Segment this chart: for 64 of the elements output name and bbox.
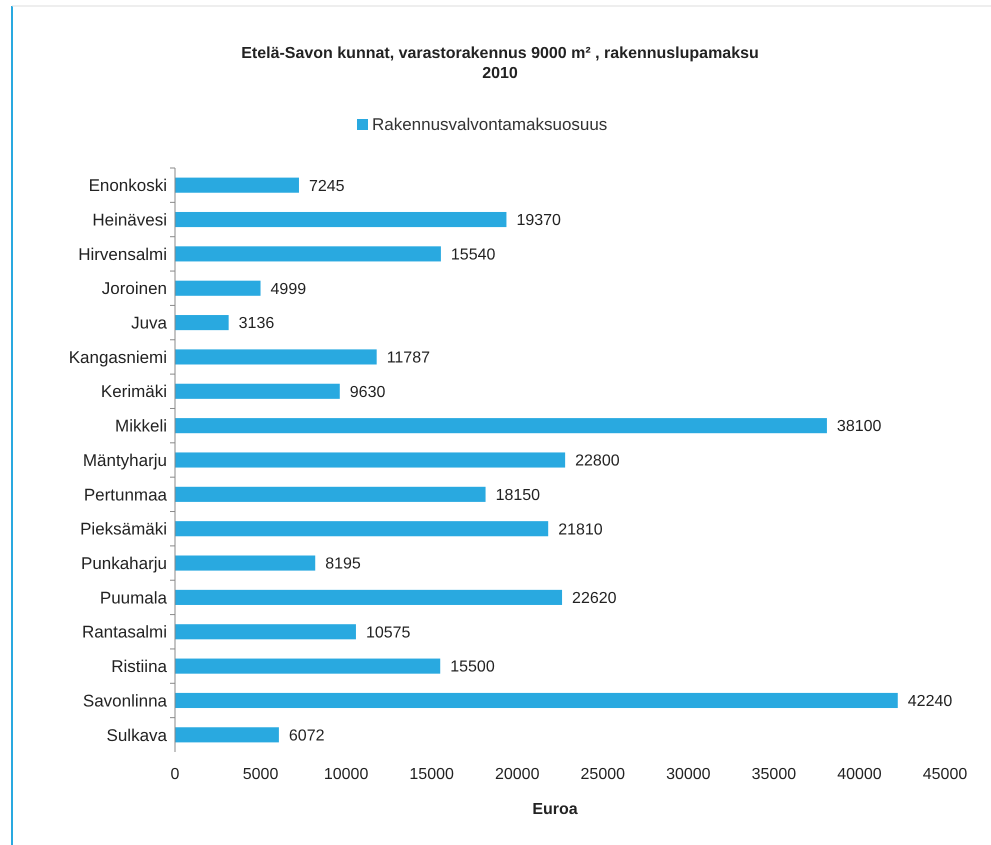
bar [175, 590, 562, 605]
x-tick-label: 40000 [837, 766, 882, 783]
data-label: 38100 [836, 418, 882, 436]
bar [175, 452, 566, 468]
data-label: 11787 [386, 350, 430, 367]
y-tick-label: Kangasniemi [68, 348, 167, 367]
y-tick-label: Savonlinna [82, 691, 168, 710]
x-tick-label: 30000 [666, 766, 711, 783]
bar [175, 178, 299, 193]
y-tick-label: Mäntyharju [82, 450, 167, 470]
data-label: 9630 [350, 384, 386, 401]
data-label: 10575 [366, 624, 411, 642]
y-tick-label: Sulkava [106, 726, 168, 745]
y-tick-label: Mikkeli [115, 416, 167, 436]
bar [175, 556, 316, 571]
data-label: 19370 [516, 212, 562, 230]
x-tick-label: 35000 [752, 766, 796, 783]
data-label: 8195 [325, 556, 361, 573]
bar [175, 315, 229, 330]
x-tick-label: 10000 [324, 766, 368, 783]
x-tick-label: 20000 [494, 766, 540, 783]
data-label: 22800 [575, 452, 620, 470]
bar [175, 521, 548, 536]
data-label: 18150 [496, 486, 540, 504]
bar [175, 212, 506, 228]
y-tick-label: Ristiina [111, 657, 168, 676]
x-tick-label: 15000 [409, 766, 454, 783]
data-label: 15540 [450, 246, 496, 264]
data-label: 7245 [308, 178, 345, 195]
chart-title: Etelä-Savon kunnat, varastorakennus 9000 m² , rakennuslupamaksu 2010 [241, 45, 759, 82]
x-tick-label: 0 [170, 766, 180, 783]
bar [175, 486, 486, 502]
data-label: 22620 [572, 590, 617, 608]
bar [175, 246, 441, 262]
y-tick-label: Rantasalmi [82, 622, 167, 642]
bar [175, 349, 377, 364]
bar [175, 418, 827, 434]
y-tick-label: Heinävesi [92, 210, 167, 230]
x-tick-label: 45000 [922, 766, 968, 783]
data-label: 15500 [450, 658, 495, 676]
bar [175, 727, 279, 742]
legend-label: Rakennusvalvontamaksuosuus [372, 115, 608, 134]
y-tick-label: Pieksämäki [80, 520, 167, 539]
data-label: 6072 [288, 727, 325, 744]
bar [175, 280, 261, 296]
data-label: 21810 [558, 521, 603, 538]
y-tick-label: Joroinen [102, 279, 167, 298]
y-tick-label: Juva [131, 314, 168, 333]
data-label: 4999 [270, 280, 306, 298]
x-tick-label: 25000 [580, 766, 626, 783]
x-axis-title: Euroa [532, 801, 578, 818]
x-tick-label: 5000 [242, 766, 278, 783]
y-tick-label: Enonkoski [88, 176, 167, 196]
bar [175, 692, 898, 708]
bar [175, 624, 356, 640]
y-tick-label: Kerimäki [100, 382, 167, 402]
data-label: 3136 [238, 315, 274, 332]
y-tick-label: Hirvensalmi [78, 244, 167, 264]
y-tick-label: Puumala [100, 588, 168, 608]
bar [175, 658, 440, 674]
data-label: 42240 [908, 693, 952, 710]
y-tick-label: Punkaharju [80, 554, 167, 574]
y-tick-label: Pertunmaa [84, 485, 168, 504]
bar [175, 384, 340, 399]
